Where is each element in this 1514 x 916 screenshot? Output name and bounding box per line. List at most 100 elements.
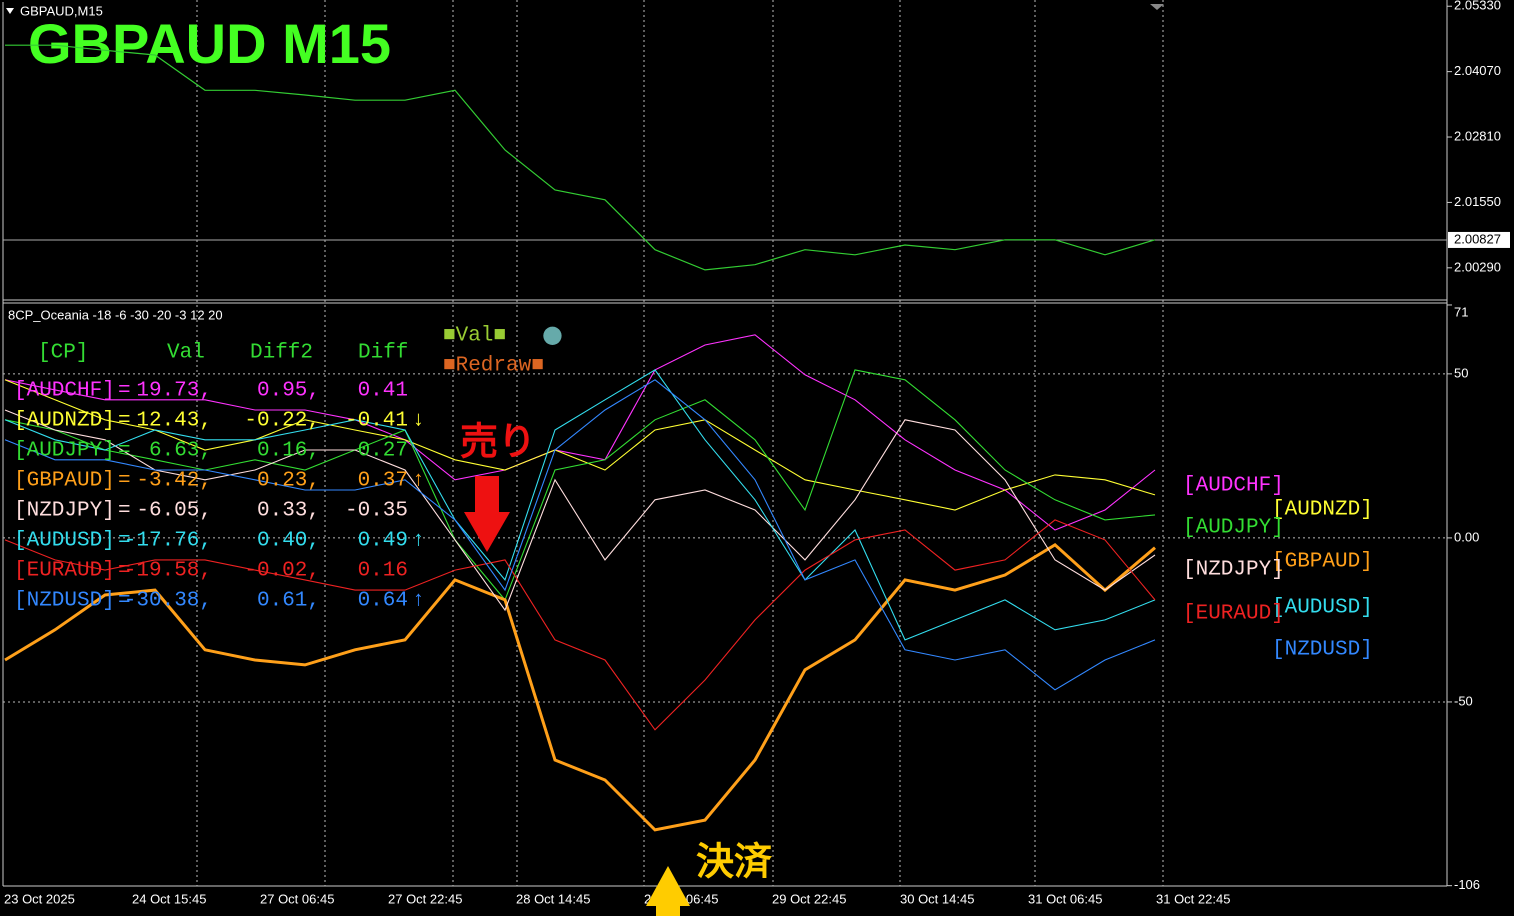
x-tick-label: 24 Oct 15:45 <box>132 891 206 906</box>
table-cell: 0.37 <box>358 470 408 493</box>
chart-title: GBPAUD M15 <box>28 12 391 75</box>
table-cell: [NZDUSD] <box>14 590 115 613</box>
shift-marker <box>1150 4 1164 10</box>
table-cell: 0.40, <box>257 530 320 553</box>
table-cell: -17.76, <box>124 530 212 553</box>
legend-label: [AUDCHF] <box>1183 475 1284 498</box>
table-cell: ↑ <box>412 590 425 613</box>
sell-annotation: 売り <box>460 420 536 464</box>
table-cell: = <box>118 380 131 403</box>
table-cell: 12.43, <box>136 410 212 433</box>
close-arrow <box>646 866 690 916</box>
table-cell: = <box>118 440 131 463</box>
table-cell: -0.41 <box>345 410 408 433</box>
y-tick-label: 2.04070 <box>1454 63 1501 78</box>
y-tick-label: 2.00290 <box>1454 259 1501 274</box>
table-cell: 0.16 <box>358 560 408 583</box>
table-header: [CP] <box>38 342 88 365</box>
current-price-box <box>1448 231 1510 248</box>
table-cell: 6.63, <box>149 440 212 463</box>
y-tick-label: -50 <box>1454 693 1473 708</box>
indicator-line <box>4 369 1156 601</box>
table-cell: 0.61, <box>257 590 320 613</box>
table-cell: -0.35 <box>345 500 408 523</box>
sell-arrow <box>464 476 510 552</box>
table-cell: = <box>118 590 131 613</box>
price-line <box>5 44 1156 271</box>
y-tick-label: 2.05330 <box>1454 0 1501 13</box>
annotations: 売り 決済 <box>460 420 773 916</box>
x-tick-label: 27 Oct 06:45 <box>260 891 334 906</box>
indicator-label: 8CP_Oceania -18 -6 -30 -20 -3 12 20 <box>8 307 223 322</box>
table-cell: 0.16, <box>257 440 320 463</box>
indicator-line <box>4 379 1156 691</box>
table-cell: 0.64 <box>358 590 408 613</box>
legend-label: [EURAUD] <box>1183 603 1284 626</box>
x-tick-label: 31 Oct 06:45 <box>1028 891 1102 906</box>
x-tick-label: 30 Oct 14:45 <box>900 891 974 906</box>
indicator-line <box>4 334 1156 531</box>
y-tick-label: -106 <box>1454 877 1480 892</box>
legend-dot: ● <box>542 320 563 348</box>
table-header: Diff <box>358 342 408 365</box>
table-cell: 0.23, <box>257 470 320 493</box>
table-cell: 0.33, <box>257 500 320 523</box>
indicator-line <box>4 379 1156 511</box>
table-cell: = <box>118 470 131 493</box>
indicator-line <box>4 542 1156 832</box>
table-cell: [EURAUD] <box>14 560 115 583</box>
legend-label: [NZDUSD] <box>1272 639 1373 662</box>
x-tick-label: 29 Oct 22:45 <box>772 891 846 906</box>
table-cell: -19.58, <box>124 560 212 583</box>
table-cell: [NZDJPY] <box>14 500 115 523</box>
current-price-label: 2.00827 <box>1454 231 1501 246</box>
indicator-line <box>4 409 1156 612</box>
x-tick-label: 28 Oct 14:45 <box>516 891 590 906</box>
table-cell: -0.02, <box>244 560 320 583</box>
table-cell: = <box>118 530 131 553</box>
table-header: Diff2 <box>250 342 313 365</box>
table-cell: [AUDJPY] <box>14 440 115 463</box>
legend-label: [NZDJPY] <box>1183 559 1284 582</box>
indicator-line <box>4 369 1156 641</box>
table-cell: = <box>118 410 131 433</box>
plot: 2.05330 2.04070 2.02810 2.01550 2.00290 2.008… <box>3 0 1510 906</box>
table-cell: 0.95, <box>257 380 320 403</box>
legend-label: [AUDJPY] <box>1183 517 1284 540</box>
table-cell: = <box>118 560 131 583</box>
y-tick-label: 50 <box>1454 365 1468 380</box>
table-cell: -3.42, <box>136 470 212 493</box>
table-header: Val <box>167 342 205 365</box>
legend-label: [AUDUSD] <box>1272 597 1373 620</box>
collapse-icon <box>6 8 14 14</box>
table-cell: 0.41 <box>358 380 408 403</box>
legend-redraw: ■Redraw■ <box>443 355 544 378</box>
y-tick-label: 0.00 <box>1454 529 1479 544</box>
x-tick-label: 27 Oct 22:45 <box>388 891 462 906</box>
table-cell: -0.22, <box>244 410 320 433</box>
y-tick-label: 2.01550 <box>1454 194 1501 209</box>
table-cell: 19.73, <box>136 380 212 403</box>
close-annotation: 決済 <box>696 840 773 884</box>
legend-val: ■Val■ <box>443 325 506 348</box>
legend-label: [AUDNZD] <box>1272 499 1373 522</box>
table-cell: [GBPAUD] <box>14 470 115 493</box>
table-cell: [AUDUSD] <box>14 530 115 553</box>
y-tick-label: 71 <box>1454 304 1468 319</box>
x-tick-label: 31 Oct 22:45 <box>1156 891 1230 906</box>
table-cell: ↑ <box>412 530 425 553</box>
table-cell: ↑ <box>412 470 425 493</box>
x-tick-label: 23 Oct 2025 <box>4 891 75 906</box>
symbol-label: GBPAUD,M15 <box>20 3 103 18</box>
table-cell: -6.05, <box>136 500 212 523</box>
table-cell: [AUDNZD] <box>14 410 115 433</box>
table-cell: 0.49 <box>358 530 408 553</box>
table-cell: 0.27 <box>358 440 408 463</box>
indicator-line <box>4 519 1156 731</box>
legend-label: [GBPAUD] <box>1272 551 1373 574</box>
table-cell: = <box>118 500 131 523</box>
table-cell: -30.38, <box>124 590 212 613</box>
